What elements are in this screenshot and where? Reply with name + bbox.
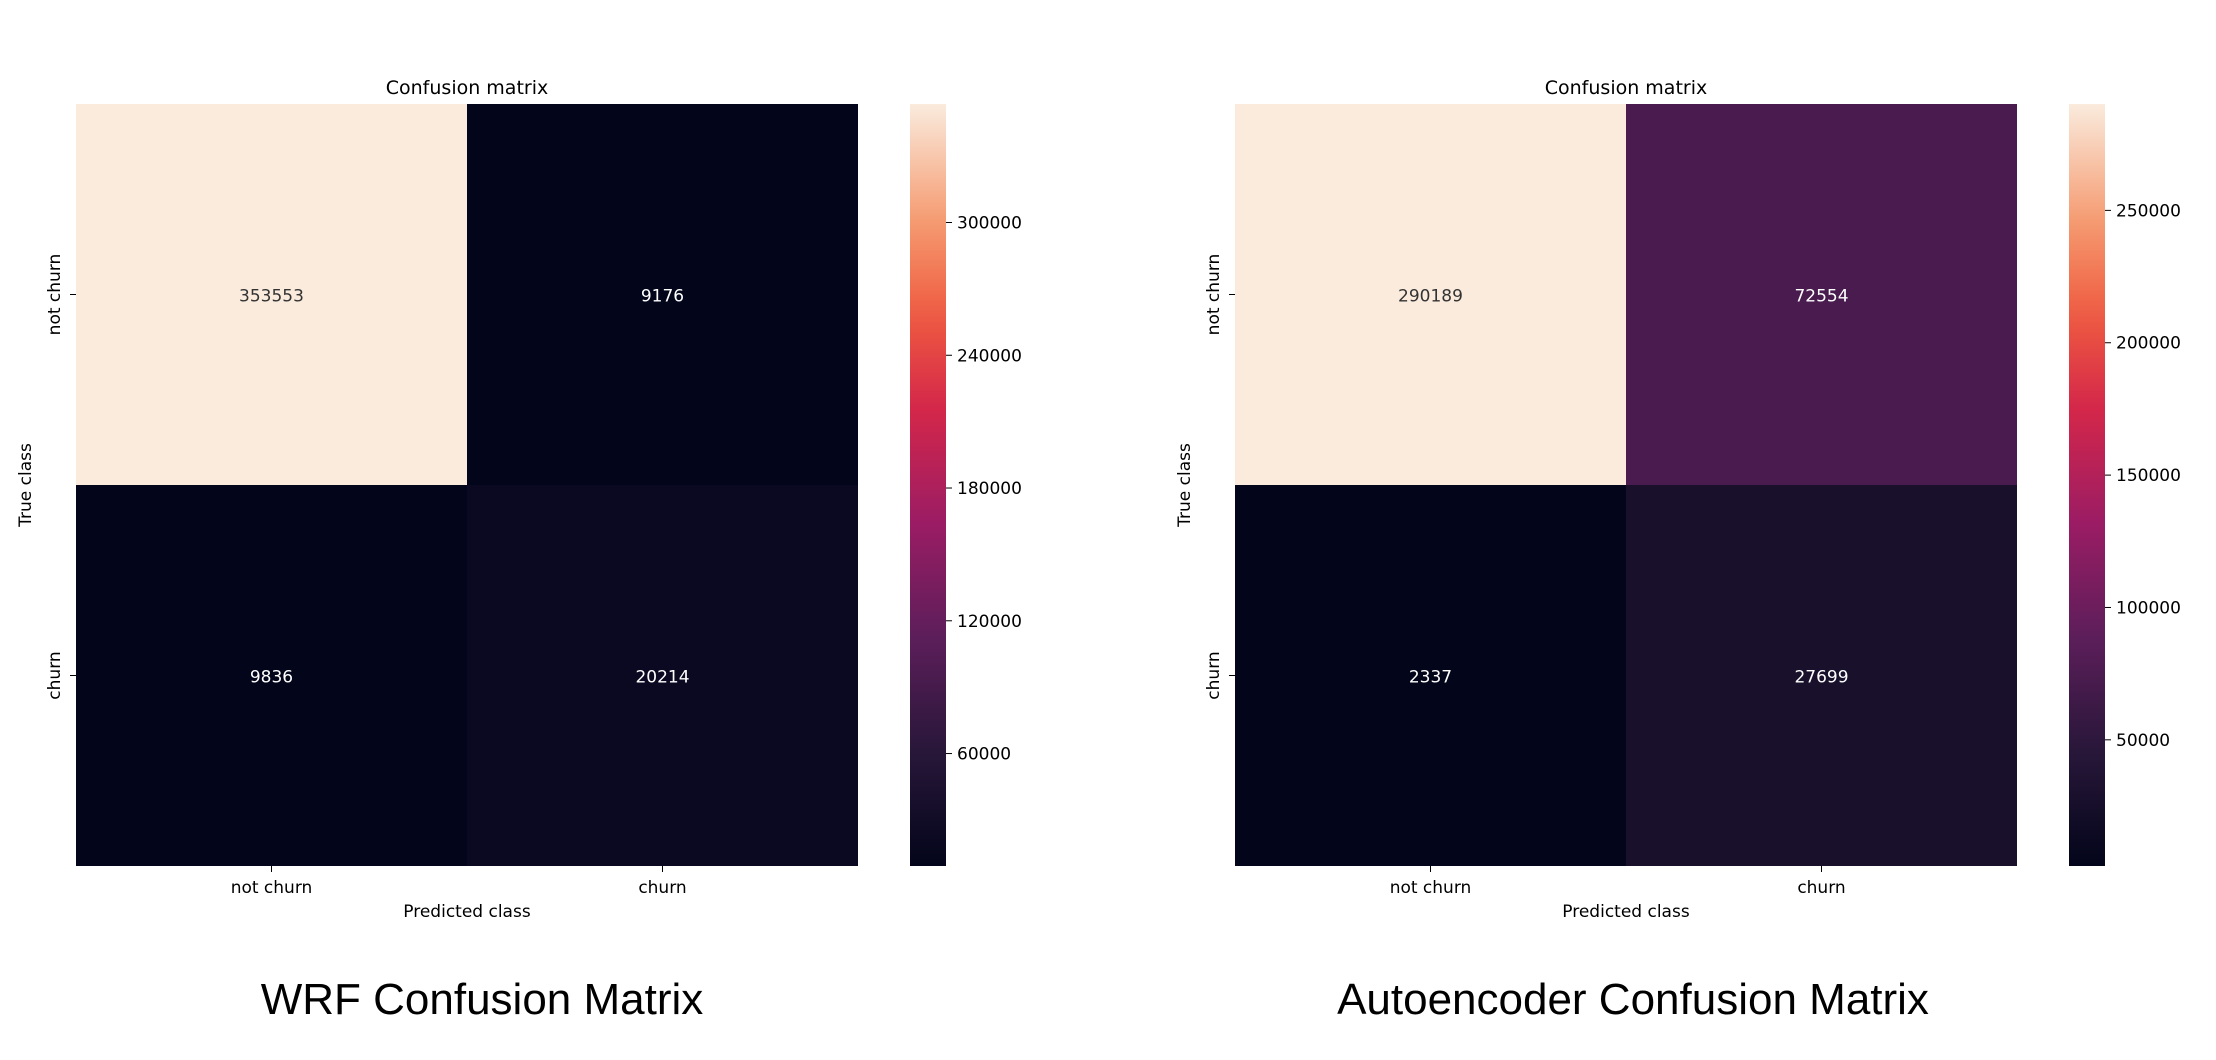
cell-value-label-autoencoder: 72554 bbox=[1794, 287, 1848, 307]
cell-value-label-wrf: 353553 bbox=[239, 287, 304, 307]
y-axis-label-autoencoder: True class bbox=[1175, 443, 1195, 528]
heatmap-cell-wrf bbox=[76, 485, 467, 866]
colorbar-tick-label-wrf: 180000 bbox=[957, 479, 1022, 499]
y-axis-label-wrf: True class bbox=[16, 443, 36, 528]
heatmap-cell-wrf bbox=[467, 104, 858, 485]
heatmap-cell-autoencoder bbox=[1235, 485, 1626, 866]
x-axis-label-wrf: Predicted class bbox=[403, 902, 531, 922]
cell-value-label-wrf: 20214 bbox=[635, 668, 689, 688]
y-tick-label-autoencoder: not churn bbox=[1204, 254, 1224, 336]
y-tick-label-wrf: churn bbox=[45, 651, 65, 699]
cell-value-label-autoencoder: 290189 bbox=[1398, 287, 1463, 307]
colorbar-tick-label-autoencoder: 150000 bbox=[2116, 466, 2181, 486]
colorbar-tick-label-wrf: 300000 bbox=[957, 213, 1022, 233]
cell-value-label-wrf: 9836 bbox=[250, 668, 293, 688]
colorbar-tick-label-autoencoder: 250000 bbox=[2116, 201, 2181, 221]
colorbar-tick-label-wrf: 60000 bbox=[957, 745, 1011, 765]
heatmap-cell-wrf bbox=[467, 485, 858, 866]
colorbar-tick-label-autoencoder: 100000 bbox=[2116, 598, 2181, 618]
heatmap-cell-autoencoder bbox=[1626, 485, 2017, 866]
caption-autoencoder: Autoencoder Confusion Matrix bbox=[1337, 975, 1929, 1024]
colorbar-tick-label-autoencoder: 50000 bbox=[2116, 731, 2170, 751]
x-axis-label-autoencoder: Predicted class bbox=[1562, 902, 1690, 922]
y-tick-label-autoencoder: churn bbox=[1204, 651, 1224, 699]
cell-value-label-autoencoder: 27699 bbox=[1794, 668, 1848, 688]
y-tick-label-wrf: not churn bbox=[45, 254, 65, 336]
x-tick-label-wrf: churn bbox=[638, 878, 686, 898]
heatmap-cell-autoencoder bbox=[1235, 104, 1626, 485]
colorbar-tick-label-wrf: 240000 bbox=[957, 346, 1022, 366]
colorbar-tick-label-autoencoder: 200000 bbox=[2116, 334, 2181, 354]
cell-value-label-autoencoder: 2337 bbox=[1409, 668, 1452, 688]
title-wrf: Confusion matrix bbox=[386, 77, 548, 99]
caption-wrf: WRF Confusion Matrix bbox=[260, 975, 704, 1024]
heatmap-cell-autoencoder bbox=[1626, 104, 2017, 485]
cell-value-label-wrf: 9176 bbox=[641, 287, 684, 307]
title-autoencoder: Confusion matrix bbox=[1545, 77, 1707, 99]
colorbar-autoencoder bbox=[2069, 104, 2105, 866]
heatmap-cell-wrf bbox=[76, 104, 467, 485]
x-tick-label-autoencoder: not churn bbox=[1390, 878, 1472, 898]
x-tick-label-wrf: not churn bbox=[231, 878, 313, 898]
x-tick-label-autoencoder: churn bbox=[1797, 878, 1845, 898]
colorbar-wrf bbox=[910, 104, 946, 866]
colorbar-tick-label-wrf: 120000 bbox=[957, 612, 1022, 632]
